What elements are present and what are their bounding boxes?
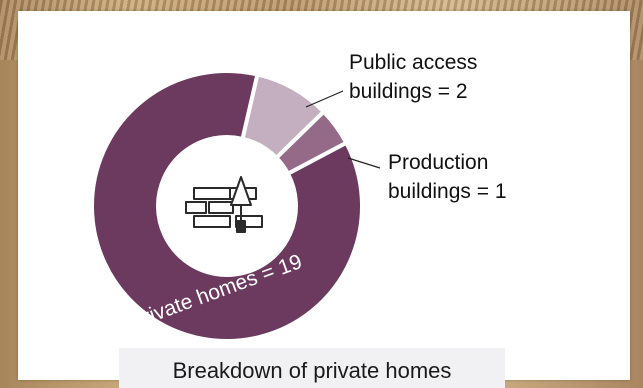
donut-chart: Public access buildings = 2 Production b… (90, 51, 507, 343)
caption-text: Breakdown of private homes (172, 358, 452, 383)
brick-wall-trowel-icon (185, 176, 263, 233)
leader-line-public (305, 90, 344, 108)
leader-line-production (347, 157, 381, 169)
label-public-access: Public access buildings = 2 (349, 51, 483, 103)
label-production: Production buildings = 1 (388, 151, 507, 203)
slice-private-homes (90, 69, 364, 343)
caption-box: Breakdown of private homes (119, 348, 505, 388)
chart-card: Public access buildings = 2 Production b… (18, 11, 630, 380)
donut-slices (90, 69, 364, 343)
